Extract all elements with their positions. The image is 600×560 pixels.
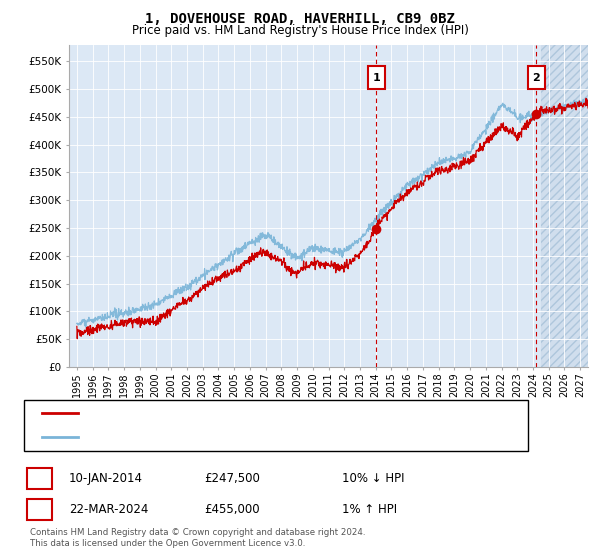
Text: 1% ↑ HPI: 1% ↑ HPI [342, 503, 397, 516]
Text: 1, DOVEHOUSE ROAD, HAVERHILL, CB9 0BZ (detached house): 1, DOVEHOUSE ROAD, HAVERHILL, CB9 0BZ (d… [87, 408, 411, 418]
Text: HPI: Average price, detached house, West Suffolk: HPI: Average price, detached house, West… [87, 432, 345, 442]
Text: 1, DOVEHOUSE ROAD, HAVERHILL, CB9 0BZ: 1, DOVEHOUSE ROAD, HAVERHILL, CB9 0BZ [145, 12, 455, 26]
Text: 2: 2 [35, 503, 44, 516]
FancyBboxPatch shape [528, 66, 545, 89]
Text: 1: 1 [372, 73, 380, 82]
Text: 22-MAR-2024: 22-MAR-2024 [69, 503, 148, 516]
Bar [541, 45, 588, 367]
Text: Price paid vs. HM Land Registry's House Price Index (HPI): Price paid vs. HM Land Registry's House … [131, 24, 469, 36]
Text: 1: 1 [35, 472, 44, 486]
Text: £247,500: £247,500 [204, 472, 260, 486]
Text: 10% ↓ HPI: 10% ↓ HPI [342, 472, 404, 486]
Bar [541, 45, 588, 367]
Text: Contains HM Land Registry data © Crown copyright and database right 2024.
This d: Contains HM Land Registry data © Crown c… [30, 528, 365, 548]
Text: £455,000: £455,000 [204, 503, 260, 516]
FancyBboxPatch shape [368, 66, 385, 89]
Text: 2: 2 [533, 73, 540, 82]
Text: 10-JAN-2014: 10-JAN-2014 [69, 472, 143, 486]
